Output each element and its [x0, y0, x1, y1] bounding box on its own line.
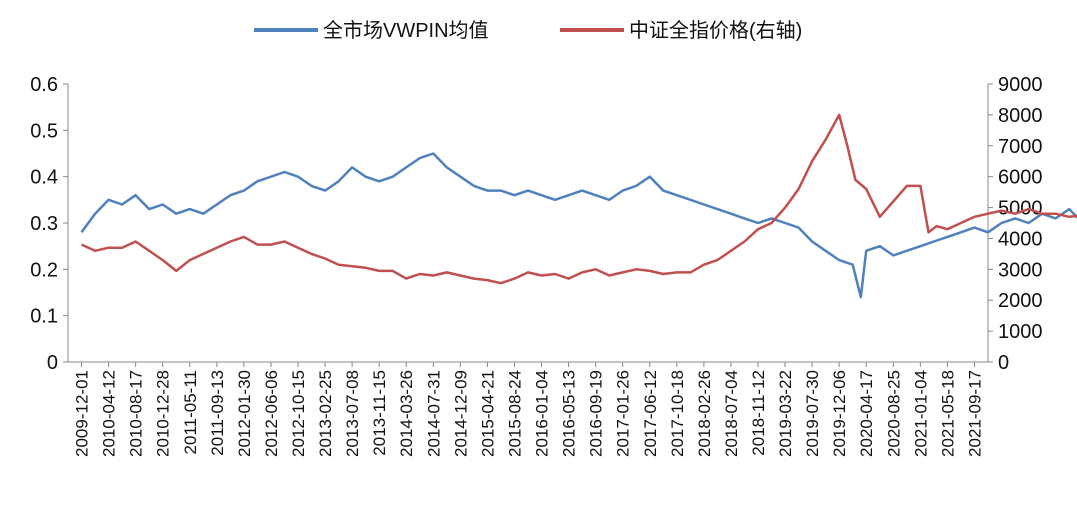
left-tick-label: 0 [47, 352, 58, 374]
left-tick-label: 0.6 [30, 74, 58, 96]
x-tick-label: 2013-07-08 [343, 370, 362, 457]
x-tick-label: 2018-07-04 [722, 370, 741, 457]
x-tick-label: 2009-12-01 [73, 370, 92, 457]
series-line-index [82, 115, 1077, 283]
x-tick-label: 2012-10-15 [289, 370, 308, 457]
series-line-vwpin [82, 154, 1077, 325]
x-tick-label: 2010-08-17 [127, 370, 146, 457]
right-axis-ticks: 0 1000 2000 3000 4000 5000 6000 7000 8000 9000 [988, 74, 1043, 374]
x-tick-label: 2010-04-12 [100, 370, 119, 457]
left-tick-label: 0.5 [30, 120, 58, 142]
x-tick-label: 2015-08-24 [505, 370, 524, 457]
right-tick-label: 9000 [998, 74, 1043, 96]
x-tick-label: 2014-12-09 [451, 370, 470, 457]
x-tick-label: 2010-12-28 [154, 370, 173, 457]
right-tick-label: 2000 [998, 290, 1043, 312]
right-tick-label: 6000 [998, 167, 1043, 189]
legend-label-index: 中证全指价格(右轴) [629, 19, 802, 42]
x-tick-label: 2020-04-17 [857, 370, 876, 457]
x-tick-label: 2019-07-30 [803, 370, 822, 457]
right-tick-label: 4000 [998, 228, 1043, 250]
x-tick-label: 2017-06-12 [641, 370, 660, 457]
right-tick-label: 1000 [998, 321, 1043, 343]
series-layer [82, 115, 1077, 325]
left-tick-label: 0.2 [30, 259, 58, 281]
left-axis-ticks: 0 0.1 0.2 0.3 0.4 0.5 0.6 [30, 74, 68, 374]
right-tick-label: 0 [998, 352, 1009, 374]
legend: 全市场VWPIN均值 中证全指价格(右轴) [254, 19, 802, 42]
x-tick-label: 2012-06-06 [262, 370, 281, 457]
x-tick-label: 2014-07-31 [424, 370, 443, 457]
x-tick-label: 2015-04-21 [478, 370, 497, 457]
x-tick-label: 2021-05-18 [938, 370, 957, 457]
x-tick-label: 2014-03-26 [397, 370, 416, 457]
x-tick-label: 2016-01-04 [533, 370, 552, 457]
x-tick-label: 2017-01-26 [614, 370, 633, 457]
left-tick-label: 0.1 [30, 306, 58, 328]
x-tick-label: 2011-09-13 [208, 370, 227, 456]
x-tick-label: 2020-08-25 [884, 370, 903, 457]
left-tick-label: 0.3 [30, 213, 58, 235]
x-tick-label: 2021-01-04 [911, 370, 930, 457]
x-tick-label: 2011-05-11 [181, 370, 200, 454]
x-tick-label: 2012-01-30 [235, 370, 254, 457]
axes [68, 84, 988, 362]
x-tick-label: 2016-05-13 [560, 370, 579, 457]
x-tick-label: 2013-11-15 [370, 370, 389, 456]
x-tick-label: 2018-11-12 [749, 370, 768, 456]
right-tick-label: 3000 [998, 259, 1043, 281]
right-tick-label: 5000 [998, 198, 1043, 220]
x-tick-label: 2013-02-25 [316, 370, 335, 457]
x-tick-label: 2019-03-22 [776, 370, 795, 457]
x-tick-label: 2019-12-06 [830, 370, 849, 457]
x-tick-label: 2017-10-18 [668, 370, 687, 457]
x-tick-label: 2021-09-17 [965, 370, 984, 457]
x-axis-ticks: 2009-12-01 2010-04-12 2010-08-17 2010-12-28… [73, 362, 985, 457]
right-tick-label: 7000 [998, 136, 1043, 158]
x-tick-label: 2018-02-26 [695, 370, 714, 457]
legend-label-vwpin: 全市场VWPIN均值 [323, 19, 489, 42]
right-tick-label: 8000 [998, 105, 1043, 127]
left-tick-label: 0.4 [30, 167, 58, 189]
x-tick-label: 2016-09-19 [587, 370, 606, 457]
